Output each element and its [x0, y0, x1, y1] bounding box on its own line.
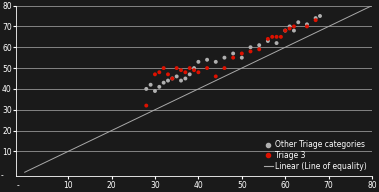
Point — [204, 58, 210, 61]
Point — [291, 25, 297, 28]
Point — [239, 56, 245, 59]
Point — [161, 67, 167, 70]
Text: -: - — [0, 171, 3, 180]
Point — [174, 67, 180, 70]
Point — [282, 29, 288, 32]
Point — [221, 67, 227, 70]
Point — [269, 35, 275, 38]
Point — [152, 73, 158, 76]
Point — [143, 104, 149, 107]
Point — [274, 35, 280, 38]
Point — [304, 23, 310, 26]
Point — [278, 35, 284, 38]
Point — [274, 41, 280, 45]
Point — [165, 79, 171, 82]
Point — [191, 67, 197, 70]
Point — [213, 75, 219, 78]
Point — [221, 56, 227, 59]
Point — [195, 60, 201, 63]
Point — [174, 75, 180, 78]
Point — [287, 25, 293, 28]
Point — [187, 67, 193, 70]
Point — [169, 77, 175, 80]
Point — [182, 71, 188, 74]
Point — [156, 71, 162, 74]
Point — [239, 52, 245, 55]
Point — [161, 81, 167, 84]
Point — [156, 85, 162, 88]
Point — [313, 17, 319, 20]
Point — [152, 89, 158, 93]
Text: -: - — [17, 182, 20, 191]
Point — [282, 29, 288, 32]
Point — [256, 48, 262, 51]
Point — [265, 40, 271, 43]
Point — [213, 60, 219, 63]
Point — [295, 21, 301, 24]
Point — [178, 79, 184, 82]
Point — [313, 19, 319, 22]
Point — [247, 46, 254, 49]
Point — [187, 73, 193, 76]
Point — [169, 77, 175, 80]
Point — [265, 37, 271, 41]
Point — [195, 71, 201, 74]
Point — [178, 69, 184, 72]
Point — [230, 56, 236, 59]
Point — [304, 25, 310, 28]
Point — [191, 69, 197, 72]
Legend: Other Triage categories, Triage 3, Linear (Line of equality): Other Triage categories, Triage 3, Linea… — [262, 139, 368, 173]
Point — [204, 67, 210, 70]
Point — [317, 14, 323, 17]
Point — [165, 73, 171, 76]
Point — [230, 52, 236, 55]
Point — [287, 27, 293, 30]
Point — [147, 83, 153, 86]
Point — [143, 87, 149, 90]
Point — [247, 50, 254, 53]
Point — [291, 29, 297, 32]
Point — [182, 77, 188, 80]
Point — [256, 44, 262, 47]
